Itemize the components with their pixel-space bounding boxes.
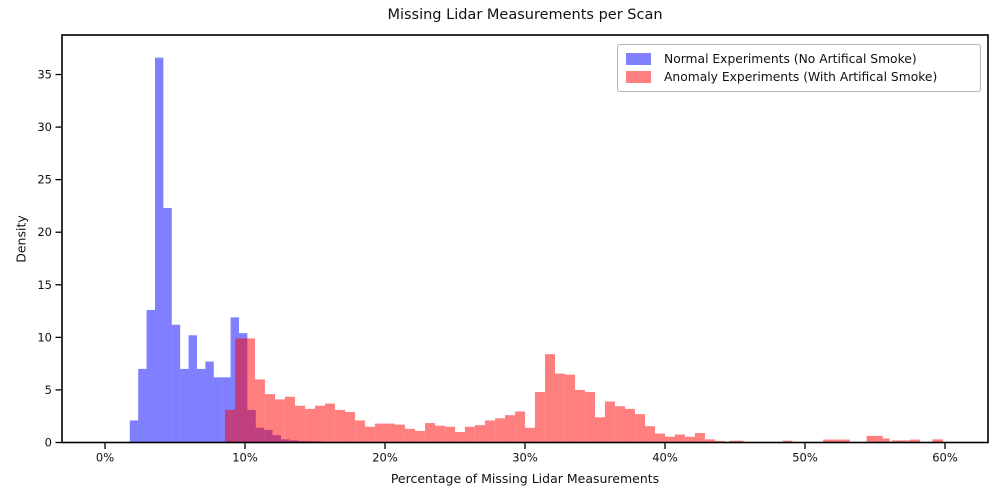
anomaly-histogram-bar <box>294 405 305 443</box>
normal-histogram-bar <box>138 368 147 443</box>
anomaly-histogram-bar <box>515 411 526 443</box>
anomaly-histogram-bar <box>782 440 793 443</box>
anomaly-histogram-bar <box>823 439 850 443</box>
anomaly-histogram-bar <box>475 425 486 443</box>
anomaly-histogram-bar <box>655 433 666 443</box>
y-tick-label: 35 <box>37 68 52 82</box>
anomaly-histogram-bar <box>375 423 386 443</box>
anomaly-histogram-bar <box>324 403 335 443</box>
x-tick-label: 20% <box>372 451 398 465</box>
x-tick-label: 10% <box>232 451 258 465</box>
anomaly-histogram-bar <box>729 440 744 443</box>
anomaly-histogram-bar <box>385 423 395 443</box>
legend-label: Anomaly Experiments (With Artifical Smok… <box>664 70 938 85</box>
y-tick-label: 10 <box>37 330 52 344</box>
normal-histogram-bar <box>154 57 164 443</box>
legend-item-normal: Normal Experiments (No Artifical Smoke) <box>626 52 972 66</box>
anomaly-histogram-bar <box>882 438 890 443</box>
anomaly-histogram-bar <box>364 426 375 443</box>
anomaly-histogram-bar <box>604 401 615 443</box>
anomaly-histogram-bar <box>635 414 646 443</box>
anomaly-histogram-bar <box>534 392 545 443</box>
anomaly-histogram-bar <box>224 409 235 443</box>
x-tick-label: 60% <box>932 451 958 465</box>
chart-title: Missing Lidar Measurements per Scan <box>387 7 663 23</box>
anomaly-histogram-bar <box>565 374 576 443</box>
normal-histogram-bar <box>196 368 206 443</box>
y-tick-label: 0 <box>45 436 52 450</box>
anomaly-histogram-bar <box>405 428 416 443</box>
anomaly-histogram-bar <box>285 396 296 443</box>
legend-label: Normal Experiments (No Artifical Smoke) <box>664 51 917 66</box>
anomaly-histogram-bar <box>355 420 366 443</box>
normal-histogram-bar <box>129 420 139 443</box>
normal-histogram-bar <box>180 368 189 443</box>
normal-histogram-bar <box>146 310 155 443</box>
anomaly-histogram-bar <box>705 439 716 443</box>
anomaly-histogram-bar <box>644 426 655 443</box>
anomaly-histogram-bar <box>245 338 255 443</box>
anomaly-histogram-bar <box>545 354 556 443</box>
x-tick-label: 0% <box>96 451 114 465</box>
y-tick-label: 20 <box>37 225 52 239</box>
y-tick-label: 30 <box>37 120 52 134</box>
anomaly-histogram-bar <box>910 439 920 443</box>
anomaly-histogram-bar <box>394 424 405 443</box>
x-tick-label: 50% <box>792 451 818 465</box>
anomaly-histogram-bar <box>574 389 585 443</box>
anomaly-histogram-bar <box>305 408 316 443</box>
y-tick-label: 25 <box>37 173 52 187</box>
anomaly-histogram-bar <box>434 425 445 443</box>
anomaly-histogram-bar <box>665 436 675 443</box>
anomaly-histogram-bar <box>595 417 605 443</box>
anomaly-histogram-bar <box>554 373 565 443</box>
anomaly-histogram-bar <box>685 436 696 443</box>
y-tick-label: 5 <box>45 383 52 397</box>
anomaly-histogram-bar <box>425 423 436 443</box>
anomaly-histogram-bar <box>891 440 910 443</box>
legend: Normal Experiments (No Artifical Smoke) … <box>617 44 981 92</box>
anomaly-histogram-bar <box>254 379 265 443</box>
anomaly-histogram-bar <box>694 433 705 443</box>
x-tick-label: 30% <box>512 451 538 465</box>
anomaly-histogram-bar <box>525 427 535 443</box>
anomaly-histogram-bar <box>315 405 325 443</box>
plot-frame <box>61 34 989 444</box>
anomaly-histogram-bar <box>265 394 276 443</box>
anomaly-histogram-bar <box>585 392 596 443</box>
anomaly-histogram-bar <box>615 406 626 443</box>
y-tick-label: 15 <box>37 278 52 292</box>
anomaly-histogram-bar <box>484 420 495 443</box>
normal-histogram-bar <box>163 208 172 443</box>
normal-histogram-bar <box>171 324 181 443</box>
normal-histogram-bar <box>205 361 214 443</box>
anomaly-histogram-bar <box>455 431 465 443</box>
normal-histogram-bar <box>188 335 197 443</box>
anomaly-histogram-bar <box>335 409 346 443</box>
anomaly-series-swatch <box>626 71 651 84</box>
anomaly-histogram-bar <box>932 439 943 443</box>
anomaly-histogram-bar <box>274 399 285 443</box>
anomaly-histogram-bar <box>866 435 883 443</box>
x-axis-label: Percentage of Missing Lidar Measurements <box>390 471 660 486</box>
anomaly-histogram-bar <box>414 430 425 443</box>
anomaly-histogram-bar <box>464 426 475 443</box>
anomaly-histogram-bar <box>504 415 515 443</box>
normal-histogram-bar <box>213 377 223 443</box>
anomaly-histogram-bar <box>235 338 246 443</box>
anomaly-histogram-bar <box>674 434 685 443</box>
x-tick-label: 40% <box>652 451 678 465</box>
normal-histogram-bar <box>230 317 239 443</box>
legend-item-anomaly: Anomaly Experiments (With Artifical Smok… <box>626 70 972 84</box>
anomaly-histogram-bar <box>445 426 456 443</box>
anomaly-histogram-bar <box>344 412 355 443</box>
anomaly-histogram-bar <box>624 408 635 443</box>
normal-series-swatch <box>626 52 651 65</box>
anomaly-histogram-bar <box>495 418 506 443</box>
